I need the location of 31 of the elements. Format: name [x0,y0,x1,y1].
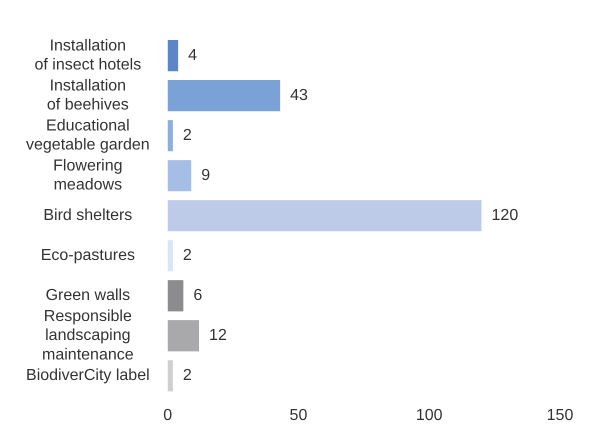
data-label: 2 [182,247,192,264]
bar [168,360,173,392]
data-label: 2 [182,367,192,384]
bar [168,240,173,272]
y-tick-label: Green walls [46,287,130,304]
y-tick-label: Installation of beehives [46,77,129,114]
y-tick-label: Educational vegetable garden [26,117,150,154]
data-label: 43 [290,87,308,104]
y-tick-label: Installation of insect hotels [34,37,142,74]
x-tick-label: 150 [546,406,574,424]
data-label: 2 [182,127,192,144]
bar [168,80,280,112]
data-label: 4 [188,47,198,64]
x-tick-label: 50 [290,406,308,424]
bar [168,320,200,352]
bar [168,120,173,152]
data-label: 9 [201,167,210,184]
data-label: 6 [193,287,202,304]
y-tick-label: Eco-pastures [40,247,135,264]
bar [168,280,184,312]
x-tick-label: 0 [163,406,172,424]
y-tick-label: Bird shelters [43,207,132,224]
y-tick-label: Responsible landscaping maintenance [42,308,134,364]
data-label: 120 [492,207,518,224]
x-tick-label: 100 [416,406,443,424]
bar [168,200,482,232]
bar [168,40,178,72]
bar [168,160,192,192]
data-label: 12 [209,327,227,344]
y-tick-label: BiodiverCity label [26,367,150,384]
y-tick-label: Flowering meadows [53,157,123,194]
